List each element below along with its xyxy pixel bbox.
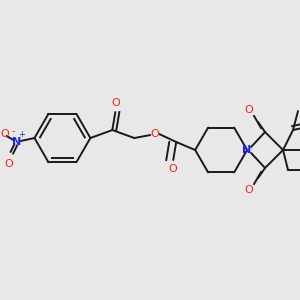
Text: O: O — [245, 185, 254, 195]
Text: +: + — [18, 130, 25, 139]
Text: O: O — [4, 159, 13, 169]
Text: O: O — [169, 164, 178, 174]
Text: O: O — [0, 129, 9, 139]
Text: N: N — [242, 145, 252, 155]
Text: O: O — [111, 98, 120, 108]
Text: O: O — [150, 129, 159, 139]
Text: N: N — [12, 137, 21, 147]
Text: -: - — [12, 126, 15, 136]
Text: O: O — [245, 105, 254, 115]
